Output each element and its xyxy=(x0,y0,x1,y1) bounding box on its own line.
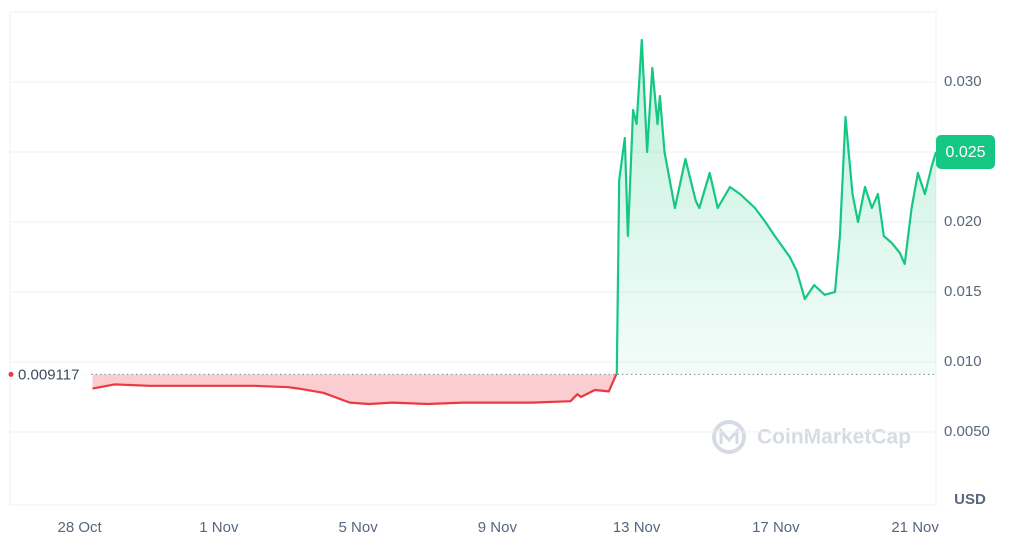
current-price-tag xyxy=(936,135,995,169)
watermark: CoinMarketCap xyxy=(712,420,911,454)
watermark-logo-mark xyxy=(719,427,739,444)
x-tick-label: 9 Nov xyxy=(478,519,518,536)
x-tick-label: 5 Nov xyxy=(339,519,379,536)
baseline-label: 0.009117 xyxy=(18,366,79,383)
y-tick-label: 0.0050 xyxy=(944,423,990,440)
watermark-text: CoinMarketCap xyxy=(757,426,911,449)
y-tick-label: 0.010 xyxy=(944,353,982,370)
x-tick-label: 13 Nov xyxy=(613,519,661,536)
x-tick-label: 28 Oct xyxy=(58,519,103,536)
x-tick-label: 1 Nov xyxy=(199,519,239,536)
x-tick-label: 21 Nov xyxy=(891,519,939,536)
baseline-dot xyxy=(8,371,14,377)
y-tick-label: 0.020 xyxy=(944,213,982,230)
price-area xyxy=(92,40,936,404)
x-tick-label: 17 Nov xyxy=(752,519,800,536)
y-tick-label: 0.015 xyxy=(944,283,982,300)
watermark-logo xyxy=(712,420,746,454)
current-price-label: 0.025 xyxy=(945,144,985,161)
price-line xyxy=(92,38,938,406)
y-tick-label: 0.030 xyxy=(944,73,982,90)
baseline-label-bg xyxy=(14,364,90,385)
y-unit: USD xyxy=(954,491,986,508)
